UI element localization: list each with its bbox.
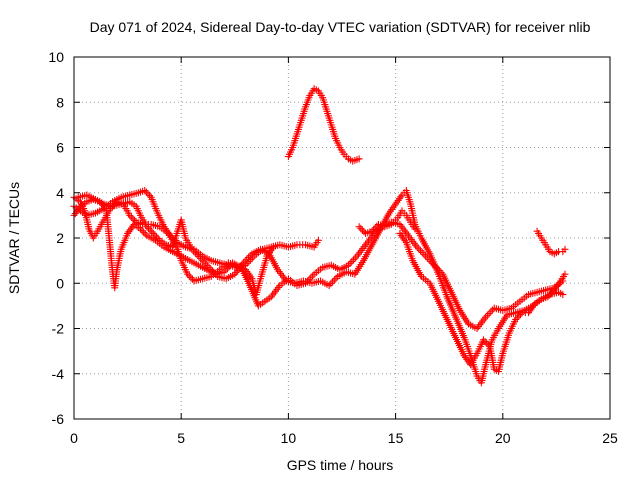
data-point <box>368 227 376 235</box>
data-point <box>154 235 162 243</box>
data-point <box>126 211 134 219</box>
x-tick-label: 5 <box>177 430 185 446</box>
axis-ticks: 0 5 10 15 20 25 -6 -4 -2 0 2 4 6 8 10 <box>48 49 618 446</box>
y-tick-label: 4 <box>56 185 64 201</box>
y-axis-label: SDTVAR / TECUs <box>6 182 22 294</box>
x-tick-label: 15 <box>388 430 404 446</box>
x-tick-label: 0 <box>70 430 78 446</box>
data-point <box>371 224 379 232</box>
x-tick-label: 25 <box>602 430 618 446</box>
data-point <box>149 229 157 237</box>
y-tick-label: 8 <box>56 94 64 110</box>
data-point <box>483 339 491 347</box>
y-tick-label: 0 <box>56 275 64 291</box>
data-point <box>516 310 524 318</box>
data-point <box>127 213 135 221</box>
data-point <box>561 245 569 253</box>
data-point <box>480 336 488 344</box>
data-point <box>187 274 195 282</box>
data-point <box>314 236 322 244</box>
x-axis-label: GPS time / hours <box>287 457 394 473</box>
data-point <box>136 225 144 233</box>
data-point <box>357 224 365 232</box>
data-point <box>143 223 151 231</box>
data-point <box>358 226 366 234</box>
data-point <box>148 228 156 236</box>
data-point <box>144 190 152 198</box>
data-point <box>355 155 363 163</box>
data-point <box>146 192 154 200</box>
chart-title: Day 071 of 2024, Sidereal Day-to-day VTE… <box>90 19 591 35</box>
data-point <box>411 225 419 233</box>
data-point <box>544 293 552 301</box>
data-point <box>355 223 363 231</box>
data-point <box>360 228 368 236</box>
data-point <box>513 314 521 322</box>
data-point <box>559 291 567 299</box>
data-point <box>561 270 569 278</box>
data-point <box>370 226 378 234</box>
data-point <box>145 224 153 232</box>
y-tick-label: 10 <box>48 49 64 65</box>
y-tick-label: -6 <box>52 411 65 427</box>
y-tick-label: 6 <box>56 140 64 156</box>
data-point <box>138 227 146 235</box>
gridlines <box>74 57 610 419</box>
y-tick-label: -4 <box>52 366 65 382</box>
data-point <box>184 270 192 278</box>
data-point <box>141 186 149 194</box>
data-point <box>373 222 381 230</box>
data-point <box>549 288 557 296</box>
data-point <box>185 272 193 280</box>
data-point <box>151 231 159 239</box>
data-point <box>140 228 148 236</box>
data-points <box>70 85 569 387</box>
data-point <box>129 215 137 223</box>
data-point <box>512 315 520 323</box>
data-point <box>142 188 150 196</box>
x-tick-label: 10 <box>281 430 297 446</box>
y-tick-label: -2 <box>52 321 65 337</box>
x-tick-label: 20 <box>495 430 511 446</box>
data-point <box>545 291 553 299</box>
data-point <box>153 233 161 241</box>
data-point <box>547 289 555 297</box>
data-point <box>515 312 523 320</box>
data-point <box>269 243 277 251</box>
data-point <box>484 341 492 349</box>
data-point <box>141 230 149 238</box>
data-point <box>481 338 489 346</box>
data-point <box>146 226 154 234</box>
y-tick-label: 2 <box>56 230 64 246</box>
data-point <box>188 275 196 283</box>
